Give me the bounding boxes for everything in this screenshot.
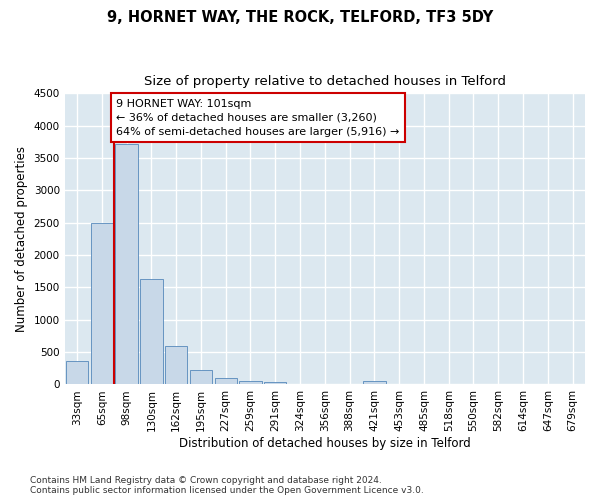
Title: Size of property relative to detached houses in Telford: Size of property relative to detached ho… [144, 75, 506, 88]
Y-axis label: Number of detached properties: Number of detached properties [15, 146, 28, 332]
Bar [140, 279, 163, 384]
X-axis label: Distribution of detached houses by size in Telford: Distribution of detached houses by size … [179, 437, 471, 450]
Bar [215, 378, 237, 384]
Bar [239, 380, 262, 384]
Text: Contains HM Land Registry data © Crown copyright and database right 2024.
Contai: Contains HM Land Registry data © Crown c… [30, 476, 424, 495]
Text: 9, HORNET WAY, THE ROCK, TELFORD, TF3 5DY: 9, HORNET WAY, THE ROCK, TELFORD, TF3 5D… [107, 10, 493, 25]
Bar [165, 346, 187, 385]
Bar [363, 380, 386, 384]
Bar [66, 360, 88, 384]
Text: 9 HORNET WAY: 101sqm
← 36% of detached houses are smaller (3,260)
64% of semi-de: 9 HORNET WAY: 101sqm ← 36% of detached h… [116, 98, 400, 136]
Bar [91, 222, 113, 384]
Bar [115, 144, 138, 384]
Bar [190, 370, 212, 384]
Bar [264, 382, 286, 384]
